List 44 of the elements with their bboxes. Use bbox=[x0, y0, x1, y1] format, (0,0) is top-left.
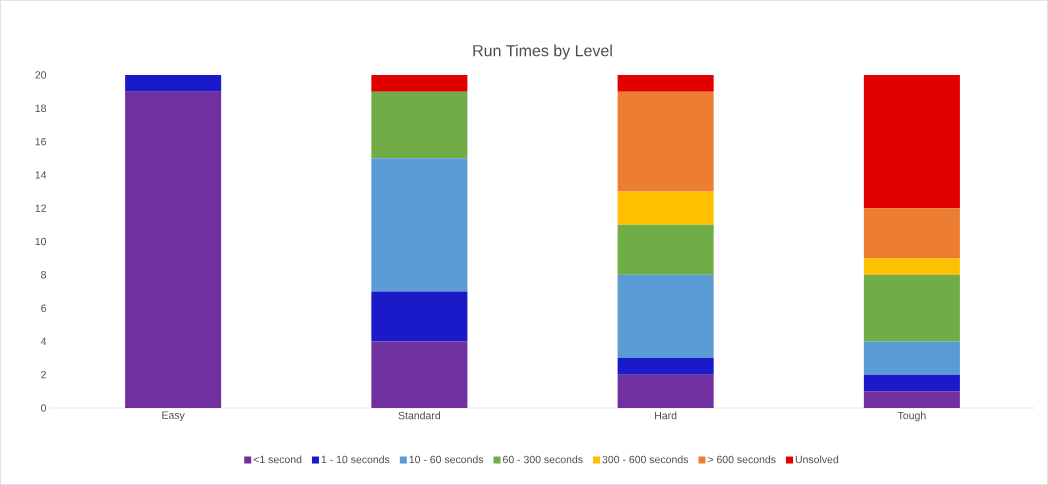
legend-label: 300 - 600 seconds bbox=[602, 455, 689, 464]
bar bbox=[863, 374, 960, 392]
bar bbox=[371, 341, 468, 408]
x-tick-label: Tough bbox=[897, 411, 926, 422]
y-tick-label: 6 bbox=[41, 304, 47, 312]
x-tick-label: Easy bbox=[162, 411, 185, 421]
x-tick-label: Hard bbox=[655, 411, 677, 420]
bar bbox=[617, 374, 714, 408]
bar bbox=[863, 274, 960, 342]
bar bbox=[617, 274, 714, 359]
bar bbox=[863, 391, 960, 408]
bar bbox=[863, 75, 960, 209]
legend-label: > 600 seconds bbox=[707, 455, 776, 464]
y-tick-label: 0 bbox=[41, 404, 47, 412]
bar bbox=[371, 75, 468, 92]
legend-label: 10 - 60 seconds bbox=[409, 455, 484, 464]
bar bbox=[617, 358, 714, 375]
legend-label: <1 second bbox=[253, 455, 302, 464]
bar bbox=[863, 341, 960, 375]
bar bbox=[125, 75, 222, 92]
bar bbox=[863, 208, 960, 259]
y-tick-label: 20 bbox=[35, 71, 47, 79]
y-tick-label: 4 bbox=[40, 337, 47, 346]
y-tick-label: 16 bbox=[35, 137, 47, 146]
bar bbox=[617, 91, 714, 192]
bar bbox=[863, 258, 960, 275]
y-tick-label: 2 bbox=[41, 371, 46, 379]
bar bbox=[371, 291, 468, 342]
bar bbox=[125, 91, 222, 408]
x-tick-label: Standard bbox=[398, 411, 440, 420]
y-tick-label: 18 bbox=[35, 104, 47, 113]
y-tick-label: 8 bbox=[41, 271, 47, 279]
bar bbox=[617, 224, 714, 275]
chart-title: Run Times by Level bbox=[473, 44, 612, 60]
bar bbox=[371, 158, 468, 292]
y-tick-label: 12 bbox=[35, 204, 46, 212]
bar bbox=[617, 75, 714, 92]
legend-label: 60 - 300 seconds bbox=[503, 455, 583, 464]
bar bbox=[617, 191, 714, 225]
bar bbox=[371, 91, 468, 159]
y-tick-label: 10 bbox=[35, 237, 47, 246]
legend-label: 1 - 10 seconds bbox=[321, 455, 390, 464]
legend-label: Unsolved bbox=[795, 455, 839, 464]
y-tick-label: 14 bbox=[35, 171, 47, 179]
